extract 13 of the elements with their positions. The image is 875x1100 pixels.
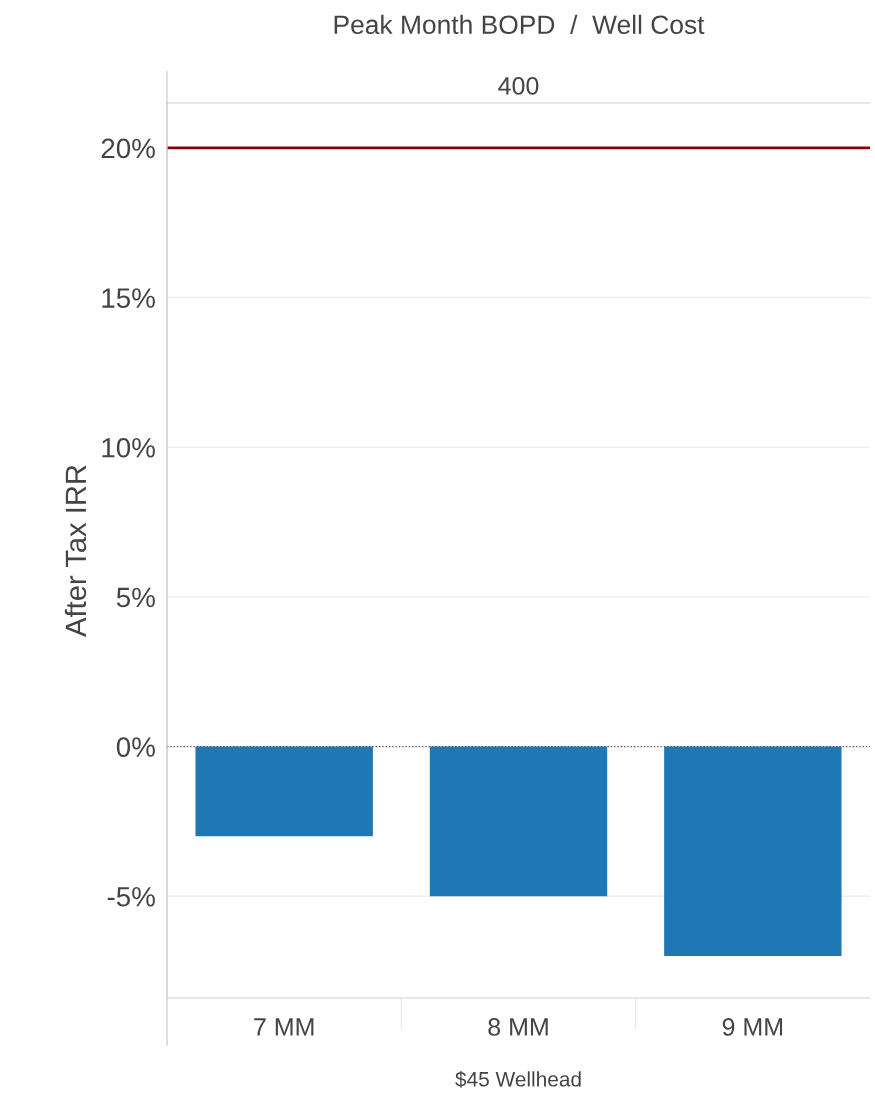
y-tick-label: 20% <box>101 138 155 159</box>
y-tick-label: 15% <box>102 288 155 308</box>
y-tick-label: 10% <box>102 437 155 458</box>
x-tick-label: 8 MM <box>488 1018 548 1036</box>
x-tick-label: 9 MM <box>722 1018 783 1036</box>
x-tick-label: 7 MM <box>254 1018 314 1036</box>
y-axis-title: After Tax IRR <box>64 465 87 637</box>
chart-title: Peak Month BOPD / Well Cost <box>334 14 705 35</box>
y-tick-label: -5% <box>107 887 155 907</box>
chart-subtitle: 400 <box>498 77 539 95</box>
y-tick-label: 5% <box>116 587 155 608</box>
x-axis-title: $45 Wellhead <box>455 1070 581 1088</box>
y-tick-label: 0% <box>116 737 155 757</box>
